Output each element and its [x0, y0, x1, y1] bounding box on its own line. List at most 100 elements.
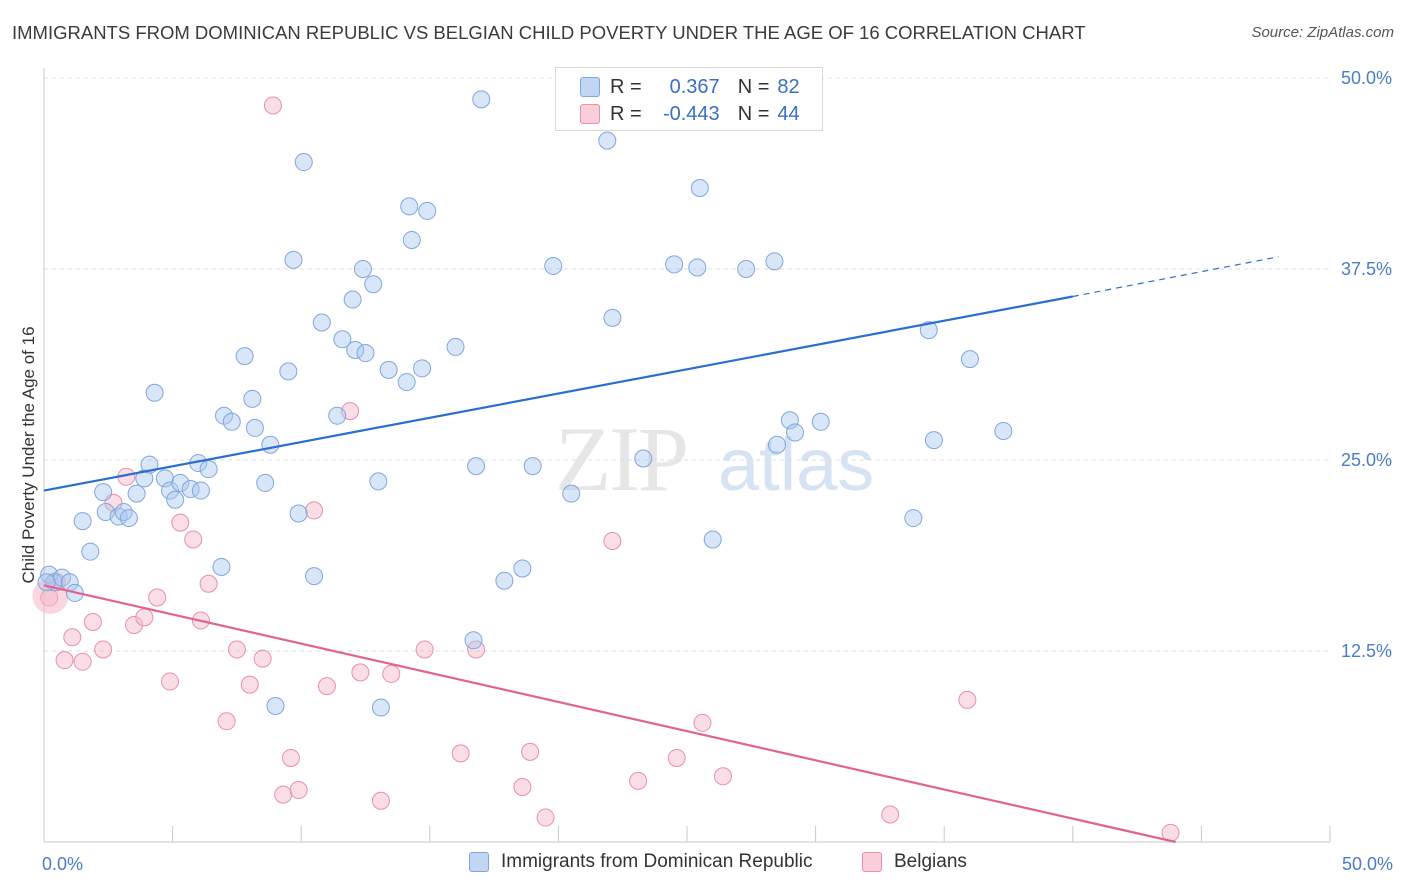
- dominican-point: [279, 362, 298, 381]
- dominican-point: [245, 418, 264, 437]
- dominican-point: [199, 460, 218, 479]
- dominican-point: [243, 389, 262, 408]
- belgians-point: [415, 640, 434, 659]
- legend-r-label: R =: [610, 102, 642, 125]
- legend-r-label: R =: [610, 75, 642, 98]
- dominican-point: [371, 698, 390, 717]
- legend-row-belgians: R = -0.443 N = 44: [580, 101, 800, 127]
- belgians-point: [536, 808, 555, 827]
- dominican-point: [464, 631, 483, 650]
- dominican-point: [353, 260, 372, 278]
- belgians-point: [240, 675, 259, 694]
- belgians-point: [135, 608, 154, 627]
- dominican-point: [634, 449, 653, 468]
- belgians-point: [148, 588, 167, 607]
- belgians-point: [305, 501, 324, 520]
- y-tick-label: 25.0%: [1341, 450, 1392, 470]
- legend-n-value: 82: [777, 75, 800, 98]
- belgians-point: [958, 690, 977, 709]
- dominican-point: [145, 383, 164, 402]
- series-label-dominican: Immigrants from Dominican Republic: [501, 851, 813, 872]
- dominican-point: [418, 201, 437, 220]
- dominican-point: [261, 435, 280, 454]
- dominican-point: [119, 509, 138, 528]
- dominican-point: [356, 344, 375, 363]
- dominican-point: [688, 258, 707, 277]
- y-tick-labels: 12.5% 25.0% 37.5% 50.0%: [1341, 68, 1392, 661]
- dominican-point: [994, 421, 1013, 440]
- legend-swatch-pink: [580, 104, 600, 124]
- gridlines: [44, 77, 1330, 652]
- dominican-point: [467, 457, 486, 476]
- belgians-point: [227, 640, 246, 659]
- belgians-point: [263, 96, 282, 115]
- belgians-point: [317, 677, 336, 696]
- chart-source: Source: ZipAtlas.com: [1251, 24, 1394, 41]
- legend-n-value: 44: [777, 102, 800, 125]
- belgians-point: [274, 785, 293, 804]
- dominican-point: [114, 502, 133, 521]
- dominican-point: [665, 255, 684, 274]
- dominican-point: [235, 347, 254, 366]
- dominican-point: [562, 484, 581, 503]
- dominican-point: [289, 504, 308, 523]
- belgians-point: [629, 771, 648, 790]
- series-swatch-pink: [862, 852, 882, 872]
- belgians-point: [603, 531, 622, 550]
- belgians-points: [32, 96, 1180, 842]
- belgians-point: [217, 712, 236, 731]
- belgians-point: [513, 777, 532, 796]
- belgians-point: [55, 651, 74, 670]
- belgians-point: [371, 791, 390, 810]
- dominican-point: [171, 473, 190, 492]
- dominican-point: [402, 230, 421, 249]
- dominican-point: [690, 179, 709, 198]
- belgians-point: [253, 649, 272, 668]
- watermark-zip: ZIP: [555, 408, 687, 510]
- dominican-point: [256, 473, 275, 492]
- dominican-point: [786, 423, 805, 442]
- dominican-point: [919, 321, 938, 340]
- legend-swatch-blue: [580, 77, 600, 97]
- x-tick-labels: 0.0% 50.0%: [42, 854, 1393, 874]
- legend-r-value: 0.367: [669, 75, 720, 98]
- belgians-point-cluster: [32, 577, 69, 614]
- dominican-points: [37, 90, 1013, 717]
- dominican-trendline-extension: [1072, 256, 1279, 298]
- dominican-point: [135, 469, 154, 488]
- belgians-point: [881, 805, 900, 824]
- belgians-point: [94, 640, 113, 659]
- dominican-point: [446, 337, 465, 356]
- dominican-point: [703, 530, 722, 549]
- series-swatch-blue: [469, 852, 489, 872]
- legend-row-dominican: R = 0.367 N = 82: [580, 74, 800, 100]
- y-axis-label: Child Poverty Under the Age of 16: [19, 326, 38, 583]
- dominican-point: [495, 571, 514, 590]
- dominican-point: [513, 559, 532, 578]
- series-legend: Immigrants from Dominican Republic Belgi…: [0, 851, 1406, 879]
- dominican-point: [222, 412, 241, 431]
- dominican-point: [266, 697, 285, 716]
- dominican-point: [544, 256, 563, 275]
- belgians-point: [63, 628, 82, 647]
- dominican-point: [379, 360, 398, 379]
- dominican-point: [294, 153, 313, 172]
- dominican-point: [598, 131, 617, 150]
- dominican-point: [191, 481, 210, 500]
- trendlines: [43, 256, 1279, 844]
- series-legend-dominican: Immigrants from Dominican Republic: [469, 851, 813, 873]
- dominican-point: [284, 250, 303, 269]
- watermark: ZIP atlas: [555, 408, 874, 510]
- dominican-point: [127, 484, 146, 503]
- belgians-point: [714, 767, 733, 786]
- dominican-point: [904, 509, 923, 528]
- y-tick-label: 37.5%: [1341, 259, 1392, 279]
- dominican-point: [768, 435, 787, 454]
- belgians-point: [281, 748, 300, 767]
- dominican-point: [73, 512, 92, 531]
- y-tick-label: 50.0%: [1341, 68, 1392, 88]
- belgians-point: [521, 742, 540, 761]
- belgians-point: [382, 664, 401, 683]
- belgians-point: [171, 513, 190, 532]
- legend-n-label: N =: [737, 102, 770, 125]
